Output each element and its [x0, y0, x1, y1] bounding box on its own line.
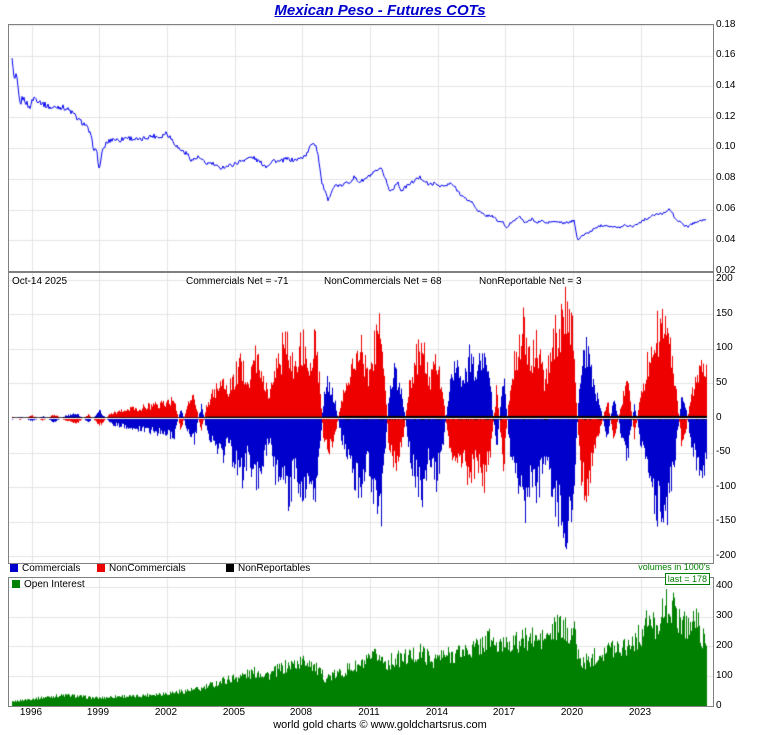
y-tick-label: -200 — [716, 550, 737, 561]
y-tick-label: 200 — [716, 273, 733, 284]
page-title: Mexican Peso - Futures COTs — [274, 2, 486, 19]
cot-chart-canvas — [8, 272, 714, 564]
y-tick-label: -100 — [716, 481, 737, 492]
legend-item-nonreportables: NonReportables — [226, 563, 310, 574]
open-interest-swatch-icon — [12, 580, 20, 588]
y-tick-label: -150 — [716, 515, 737, 526]
y-tick-label: 0.10 — [716, 141, 736, 152]
x-tick-label: 1996 — [19, 707, 43, 718]
y-tick-label: 0.16 — [716, 49, 736, 60]
commercials-swatch-icon — [10, 564, 18, 572]
price-chart-canvas — [8, 24, 714, 272]
open-interest-legend: Open Interest — [12, 579, 85, 590]
legend-noncommercials-label: NonCommercials — [109, 563, 186, 574]
y-tick-label: 0.18 — [716, 19, 736, 30]
x-tick-label: 2014 — [425, 707, 449, 718]
x-tick-label: 1999 — [86, 707, 110, 718]
y-tick-label: 300 — [716, 610, 733, 621]
y-tick-label: 100 — [716, 670, 733, 681]
y-tick-label: 400 — [716, 580, 733, 591]
nonreportables-swatch-icon — [226, 564, 234, 572]
noncommercials-swatch-icon — [97, 564, 105, 572]
y-tick-label: 0.08 — [716, 172, 736, 183]
y-tick-label: 0 — [716, 412, 722, 423]
legend-item-commercials: Commercials — [10, 563, 80, 574]
y-tick-label: 50 — [716, 377, 728, 388]
nonreportable-net-label: NonReportable Net = 3 — [479, 276, 582, 287]
commercials-net-label: Commercials Net = -71 — [186, 276, 289, 287]
legend-commercials-label: Commercials — [22, 563, 81, 574]
x-tick-label: 2002 — [154, 707, 178, 718]
y-tick-label: 0.06 — [716, 203, 736, 214]
y-tick-label: 0.12 — [716, 111, 736, 122]
open-interest-chart-canvas — [8, 577, 714, 707]
x-tick-label: 2011 — [358, 707, 380, 718]
right-y-axis: 0.18 0.16 0.14 0.12 0.10 0.08 0.06 0.04 0.02 200 1… — [716, 0, 760, 735]
y-tick-label: 0 — [716, 700, 722, 711]
y-tick-label: 100 — [716, 342, 733, 353]
last-value-badge: last = 178 — [664, 573, 710, 585]
x-tick-label: 2017 — [492, 707, 516, 718]
y-tick-label: 0.04 — [716, 234, 736, 245]
noncommercials-net-label: NonCommercials Net = 68 — [324, 276, 442, 287]
legend-item-noncommercials: NonCommercials — [97, 563, 186, 574]
volumes-note: volumes in 1000's — [638, 562, 710, 572]
open-interest-legend-label: Open Interest — [24, 579, 85, 590]
y-tick-label: 200 — [716, 640, 733, 651]
legend-nonreportables-label: NonReportables — [238, 563, 311, 574]
y-tick-label: 0.02 — [716, 265, 736, 276]
y-tick-label: 0.14 — [716, 80, 736, 91]
cot-date: Oct-14 2025 — [12, 276, 68, 287]
y-tick-label: -50 — [716, 446, 731, 457]
x-tick-label: 2005 — [222, 707, 246, 718]
x-tick-label: 2023 — [628, 707, 652, 718]
x-tick-label: 2020 — [560, 707, 584, 718]
x-tick-label: 2008 — [289, 707, 313, 718]
footer-credit: world gold charts © www.goldchartsrus.co… — [273, 719, 487, 731]
y-tick-label: 150 — [716, 308, 733, 319]
